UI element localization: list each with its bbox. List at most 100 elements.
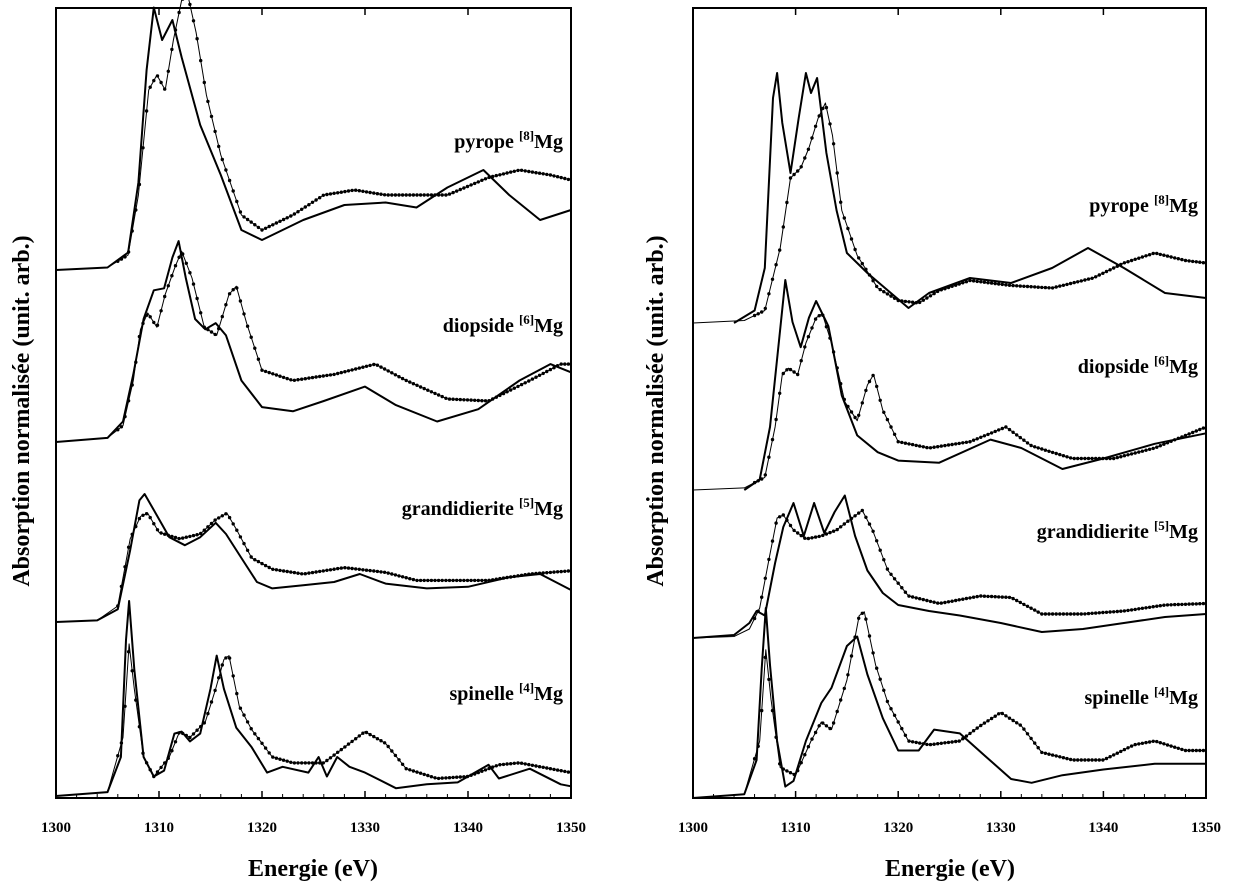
left-exp-point [249,220,253,224]
left-x-tick-label: 1350 [556,820,586,836]
left-exp-point [260,228,264,232]
left-exp-point [375,192,380,196]
right-exp-point [1140,741,1145,745]
right-exp-point [1112,456,1116,461]
left-exp-point [516,168,520,173]
right-exp-point [796,768,800,773]
left-exp-point [274,568,279,572]
left-exp-point [325,192,329,197]
right-exp-point [824,724,829,728]
left-exp-point [163,532,167,536]
right-exp-point [770,437,775,442]
left-exp-point [116,259,120,263]
right-exp-point [1126,608,1130,613]
left-exp-point [220,157,224,162]
right-exp-point [1036,610,1040,614]
left-exp-point [476,578,480,583]
right-exp-point [921,742,925,746]
right-exp-point [799,359,803,363]
left-spectrum-diopside: diopside [6]Mg [55,240,572,443]
right-ylabel: Absorption normalisée (unit. arb.) [643,235,669,586]
left-calc-curve-spinelle [55,600,572,797]
right-exp-point [1201,748,1206,753]
right-exp-point [957,441,961,446]
left-exp-point [245,548,250,552]
right-exp-point [975,594,979,599]
left-exp-point [336,566,340,571]
right-exp-point [796,531,800,535]
left-exp-point [505,390,509,394]
left-exp-point [191,282,196,286]
right-exp-point [982,434,987,438]
spectrum-name: grandidierite [402,498,519,520]
right-exp-point [767,557,771,562]
left-exp-point [310,375,315,380]
right-exp-point [1079,612,1084,616]
left-exp-point [491,174,495,179]
left-exp-point [422,578,426,583]
right-exp-point [1191,259,1195,264]
right-exp-point [982,594,987,598]
right-exp-point [989,594,994,599]
left-exp-point [170,47,174,52]
right-exp-point [752,757,757,761]
left-exp-point [300,207,304,211]
right-exp-point [889,294,893,298]
right-exp-point [943,600,947,605]
left-exp-point [404,378,408,383]
right-exp-point [792,172,796,177]
left-exp-point [541,571,545,575]
right-spectrum-diopside: diopside [6]Mg [692,279,1207,491]
left-exp-point [429,193,434,197]
left-exp-point [343,370,347,374]
left-exp-point [411,577,416,582]
right-exp-point [842,522,846,526]
right-exp-point [1043,285,1048,290]
right-exp-point [1191,748,1195,753]
left-xlabel: Energie (eV) [248,856,378,882]
left-exp-point [278,219,282,223]
left-exp-point [206,711,210,716]
left-exp-point [155,770,160,774]
right-exp-point [803,536,807,540]
left-exp-point [426,193,430,197]
left-exp-point [184,535,188,539]
left-exp-point [177,255,181,259]
left-exp-point [314,761,318,765]
right-exp-point [1015,284,1019,288]
right-exp-point [889,572,893,576]
left-exp-point [296,378,300,382]
right-exp-point [839,698,843,702]
right-exp-point [1086,277,1091,281]
left-exp-point [530,377,535,381]
right-exp-point [939,601,943,605]
spectrum-name: spinelle [1084,687,1153,709]
left-calc-curve-diopside [55,240,572,443]
left-exp-point [202,325,206,329]
left-exp-point [422,386,426,391]
left-exp-point [195,296,199,301]
right-exp-point [860,611,864,615]
left-exp-point [426,578,430,583]
right-exp-point [1162,603,1166,607]
left-exp-point [263,369,268,374]
right-exp-point [1169,603,1173,607]
right-exp-point [943,741,947,745]
right-exp-point [857,511,861,515]
right-exp-point [774,521,778,525]
right-exp-point [763,306,767,311]
left-exp-point [393,193,398,197]
left-exp-points-pyrope [116,0,571,263]
right-exp-point [806,147,811,151]
right-exp-point [1133,607,1137,612]
spectrum-name: pyrope [454,131,519,153]
right-x-tick-label: 1310 [781,820,811,836]
left-exp-point [130,383,134,387]
right-x-tick-label: 1320 [883,820,913,836]
right-exp-point [864,388,868,393]
right-exp-point [1176,257,1181,261]
left-exp-point [480,178,484,182]
right-exp-point [785,769,789,773]
right-exp-point [1086,456,1091,461]
right-exp-point [950,599,954,603]
